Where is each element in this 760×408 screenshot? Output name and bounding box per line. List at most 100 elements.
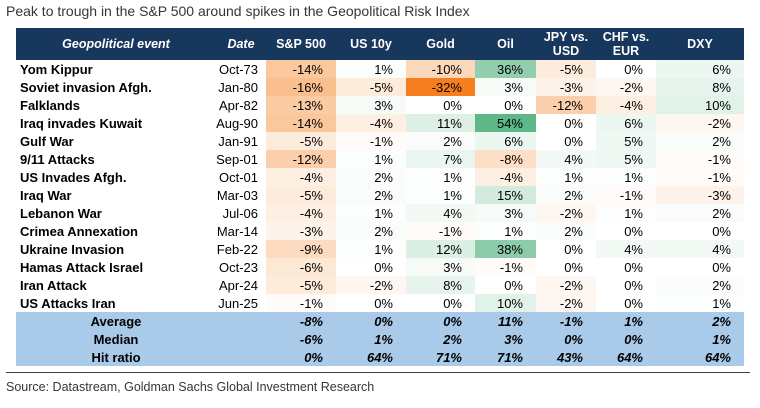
event-date: Mar-14 [216,223,258,239]
event-date: Jan-80 [218,79,258,95]
value-cell-jpy-vs-usd: -3% [536,78,596,96]
summary-row-average: Average -8% 0% 0% 11% -1% 1% 2% [16,312,744,330]
value-cell-dxy: 1% [656,294,744,312]
event-date: Apr-82 [218,97,258,113]
event-date: Oct-73 [218,61,258,77]
value-cell-s-p-500: -12% [266,150,336,168]
value-cell-oil: 3% [475,78,536,96]
summary-value-us-10y: 0% [336,312,406,330]
value-cell-oil: -8% [475,150,536,168]
value-cell-dxy: 2% [656,276,744,294]
value-cell-chf-vs-eur: 0% [596,222,656,240]
value-cell-jpy-vs-usd: 0% [536,258,596,276]
value-cell-chf-vs-eur: 1% [596,168,656,186]
summary-value-s-p-500: -8% [266,312,336,330]
event-date: Jan-91 [218,133,258,149]
summary-value-oil: 3% [475,330,536,348]
value-cell-gold: 1% [406,186,475,204]
value-cell-us-10y: 1% [336,60,406,78]
value-cell-s-p-500: -3% [266,222,336,240]
value-cell-s-p-500: -14% [266,60,336,78]
header-row: Geopolitical event Date S&P 500 US 10y Gold O… [16,28,744,60]
event-name: Lebanon War [20,205,102,221]
value-cell-gold: 0% [406,294,475,312]
value-cell-dxy: -2% [656,114,744,132]
value-cell-chf-vs-eur: 0% [596,294,656,312]
value-cell-oil: 38% [475,240,536,258]
column-header-oil: Oil [475,28,536,60]
table-body: Yom Kippur Oct-73 -14% 1% -10% 36% -5% 0% 6% Sovi… [16,60,744,312]
table-row-iraq-invades-kuwait: Iraq invades Kuwait Aug-90 -14% -4% 11% 54% 0%… [16,114,744,132]
value-cell-oil: 0% [475,96,536,114]
table-row-crimea-annexation: Crimea Annexation Mar-14 -3% 2% -1% 1% 2% 0% 0% [16,222,744,240]
summary-body: Average -8% 0% 0% 11% -1% 1% 2% Median -6% 1% 2% 3% 0… [16,312,744,366]
column-header-date: Date [216,28,266,60]
value-cell-dxy: 2% [656,204,744,222]
value-cell-jpy-vs-usd: 1% [536,168,596,186]
source-line: Source: Datastream, Goldman Sachs Global… [6,380,375,394]
value-cell-s-p-500: -14% [266,114,336,132]
table-row-soviet-invasion-afgh: Soviet invasion Afgh. Jan-80 -16% -5% -32% 3%… [16,78,744,96]
value-cell-gold: 1% [406,168,475,186]
event-date: Oct-01 [218,169,258,185]
value-cell-oil: 3% [475,204,536,222]
value-cell-chf-vs-eur: 0% [596,258,656,276]
value-cell-oil: 10% [475,294,536,312]
value-cell-chf-vs-eur: 5% [596,150,656,168]
value-cell-chf-vs-eur: -1% [596,186,656,204]
column-header-geopolitical-event: Geopolitical event [16,28,216,60]
value-cell-jpy-vs-usd: 2% [536,222,596,240]
value-cell-s-p-500: -16% [266,78,336,96]
value-cell-us-10y: 2% [336,186,406,204]
divider-rule [6,372,750,373]
value-cell-dxy: 10% [656,96,744,114]
value-cell-jpy-vs-usd: -12% [536,96,596,114]
summary-value-s-p-500: 0% [266,348,336,366]
summary-value-oil: 71% [475,348,536,366]
value-cell-jpy-vs-usd: -5% [536,60,596,78]
value-cell-us-10y: -1% [336,132,406,150]
value-cell-us-10y: 3% [336,96,406,114]
value-cell-jpy-vs-usd: -2% [536,294,596,312]
summary-value-gold: 2% [406,330,475,348]
summary-row-median: Median -6% 1% 2% 3% 0% 0% 1% [16,330,744,348]
value-cell-us-10y: -5% [336,78,406,96]
summary-row-hit-ratio: Hit ratio 0% 64% 71% 71% 43% 64% 64% [16,348,744,366]
geopolitical-events-table: Geopolitical event Date S&P 500 US 10y Gold O… [16,28,744,366]
value-cell-jpy-vs-usd: 4% [536,150,596,168]
value-cell-gold: 12% [406,240,475,258]
value-cell-s-p-500: -13% [266,96,336,114]
value-cell-oil: 1% [475,222,536,240]
summary-value-gold: 71% [406,348,475,366]
value-cell-chf-vs-eur: 4% [596,240,656,258]
column-header-us-10y: US 10y [336,28,406,60]
event-name: Iran Attack [20,277,87,293]
value-cell-oil: 36% [475,60,536,78]
event-name: 9/11 Attacks [20,151,95,167]
value-cell-us-10y: -2% [336,276,406,294]
value-cell-chf-vs-eur: -2% [596,78,656,96]
value-cell-gold: 11% [406,114,475,132]
value-cell-dxy: 6% [656,60,744,78]
value-cell-us-10y: 1% [336,204,406,222]
value-cell-jpy-vs-usd: 0% [536,114,596,132]
event-date: Mar-03 [216,187,258,203]
value-cell-chf-vs-eur: -4% [596,96,656,114]
value-cell-s-p-500: -5% [266,132,336,150]
value-cell-gold: -10% [406,60,475,78]
value-cell-s-p-500: -9% [266,240,336,258]
value-cell-oil: 6% [475,132,536,150]
value-cell-dxy: 4% [656,240,744,258]
value-cell-gold: 8% [406,276,475,294]
value-cell-s-p-500: -6% [266,258,336,276]
event-name: Crimea Annexation [20,223,138,239]
event-date: Aug-90 [216,115,258,131]
value-cell-s-p-500: -5% [266,186,336,204]
event-date: Jul-06 [222,205,258,221]
summary-label: Hit ratio [16,348,216,366]
value-cell-gold: 2% [406,132,475,150]
table-row-hamas-attack-israel: Hamas Attack Israel Oct-23 -6% 0% 3% -1% 0% 0% 0… [16,258,744,276]
value-cell-us-10y: 2% [336,222,406,240]
summary-value-jpy-vs-usd: 0% [536,330,596,348]
value-cell-s-p-500: -1% [266,294,336,312]
